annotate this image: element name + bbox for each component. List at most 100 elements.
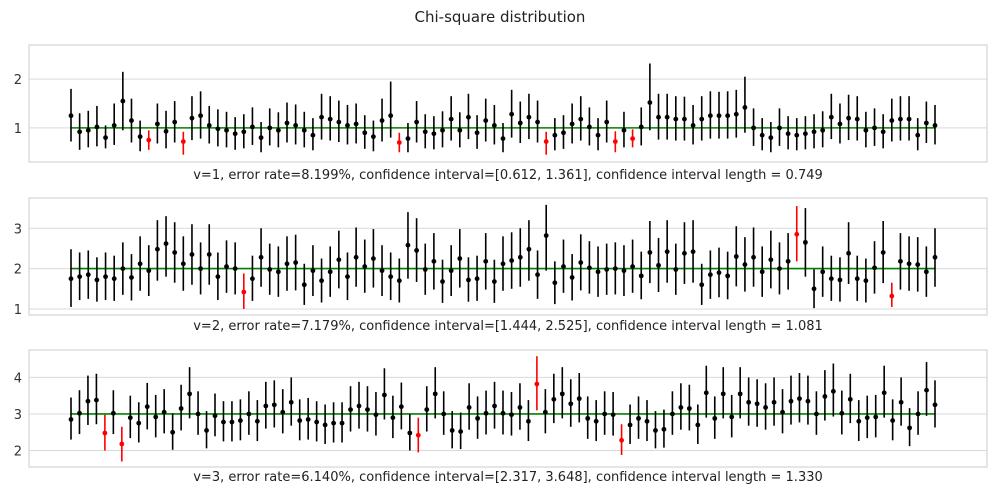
- data-point: [275, 127, 281, 133]
- data-point: [794, 231, 800, 237]
- data-point: [362, 264, 368, 269]
- data-point: [120, 98, 126, 104]
- data-point: [161, 409, 167, 415]
- data-point: [595, 132, 601, 138]
- data-point: [284, 120, 290, 126]
- data-point: [250, 276, 255, 282]
- data-point: [898, 258, 903, 264]
- data-point: [103, 135, 108, 141]
- data-point: [630, 136, 635, 142]
- data-point: [915, 411, 921, 417]
- data-point: [690, 123, 696, 128]
- data-point: [854, 276, 860, 282]
- data-point: [923, 120, 929, 126]
- data-point: [85, 398, 91, 404]
- data-point: [846, 250, 851, 256]
- data-point: [103, 274, 108, 280]
- data-point: [405, 136, 411, 142]
- data-point: [742, 105, 748, 110]
- errorbar-panel-1: 1 2 v=1, error rate=8.199%, confidence int…: [14, 44, 988, 183]
- data-point: [85, 127, 91, 133]
- data-point: [889, 293, 895, 299]
- data-point: [232, 266, 238, 272]
- data-point: [863, 127, 869, 133]
- data-point: [737, 391, 743, 397]
- data-point: [155, 246, 160, 252]
- data-point: [907, 425, 912, 431]
- data-point: [864, 415, 870, 421]
- data-point: [356, 403, 362, 409]
- data-point: [379, 268, 385, 274]
- data-point: [673, 116, 679, 122]
- data-point: [238, 418, 243, 423]
- data-point: [440, 279, 445, 284]
- data-point: [68, 113, 74, 119]
- data-point: [474, 276, 480, 282]
- data-point: [638, 273, 644, 279]
- data-point: [267, 267, 273, 272]
- data-point: [664, 249, 670, 255]
- data-point: [189, 115, 195, 121]
- data-point: [619, 437, 624, 443]
- data-point: [568, 401, 574, 407]
- data-point: [120, 266, 126, 272]
- data-point: [293, 260, 299, 265]
- data-point: [414, 119, 419, 125]
- data-point: [353, 254, 359, 260]
- data-point: [703, 390, 709, 396]
- data-point: [466, 405, 472, 410]
- data-point: [803, 239, 808, 245]
- data-point: [172, 250, 178, 255]
- data-point: [204, 428, 209, 433]
- data-point: [552, 132, 558, 138]
- data-point: [627, 422, 633, 428]
- data-point: [664, 114, 670, 120]
- data-point: [187, 391, 192, 397]
- data-point: [301, 282, 307, 288]
- data-point: [863, 278, 869, 284]
- data-point: [339, 420, 345, 426]
- data-point: [686, 406, 692, 411]
- data-point: [742, 262, 748, 267]
- data-point: [811, 286, 817, 292]
- data-point: [457, 127, 463, 133]
- data-point: [797, 396, 802, 402]
- data-point: [424, 407, 430, 412]
- data-point: [491, 279, 497, 284]
- data-point: [707, 113, 713, 119]
- data-point: [604, 119, 610, 125]
- data-point: [602, 411, 608, 417]
- data-point: [388, 274, 394, 280]
- data-point: [526, 114, 532, 120]
- data-point: [670, 411, 675, 417]
- panel-caption: v=1, error rate=8.199%, confidence inter…: [193, 168, 823, 183]
- data-point: [794, 132, 800, 138]
- y-tick-label: 1: [14, 122, 22, 137]
- data-point: [526, 246, 532, 252]
- data-point: [327, 116, 333, 122]
- data-point: [526, 418, 531, 424]
- data-point: [280, 409, 286, 415]
- data-point: [77, 410, 82, 416]
- data-point: [373, 412, 379, 418]
- data-point: [215, 274, 221, 280]
- data-point: [206, 123, 212, 128]
- data-point: [644, 418, 650, 424]
- data-point: [293, 123, 299, 128]
- data-point: [932, 402, 938, 408]
- data-point: [94, 124, 100, 130]
- data-point: [725, 273, 731, 279]
- data-point: [414, 248, 419, 253]
- data-point: [788, 398, 794, 404]
- data-point: [923, 269, 929, 275]
- plot-frame: [28, 44, 988, 163]
- data-point: [846, 115, 851, 121]
- data-point: [441, 411, 447, 417]
- data-point: [915, 262, 921, 267]
- data-point: [777, 266, 782, 272]
- data-point: [805, 398, 811, 404]
- data-point: [137, 134, 143, 140]
- data-point: [820, 269, 826, 275]
- data-point: [336, 257, 342, 263]
- data-point: [155, 121, 160, 127]
